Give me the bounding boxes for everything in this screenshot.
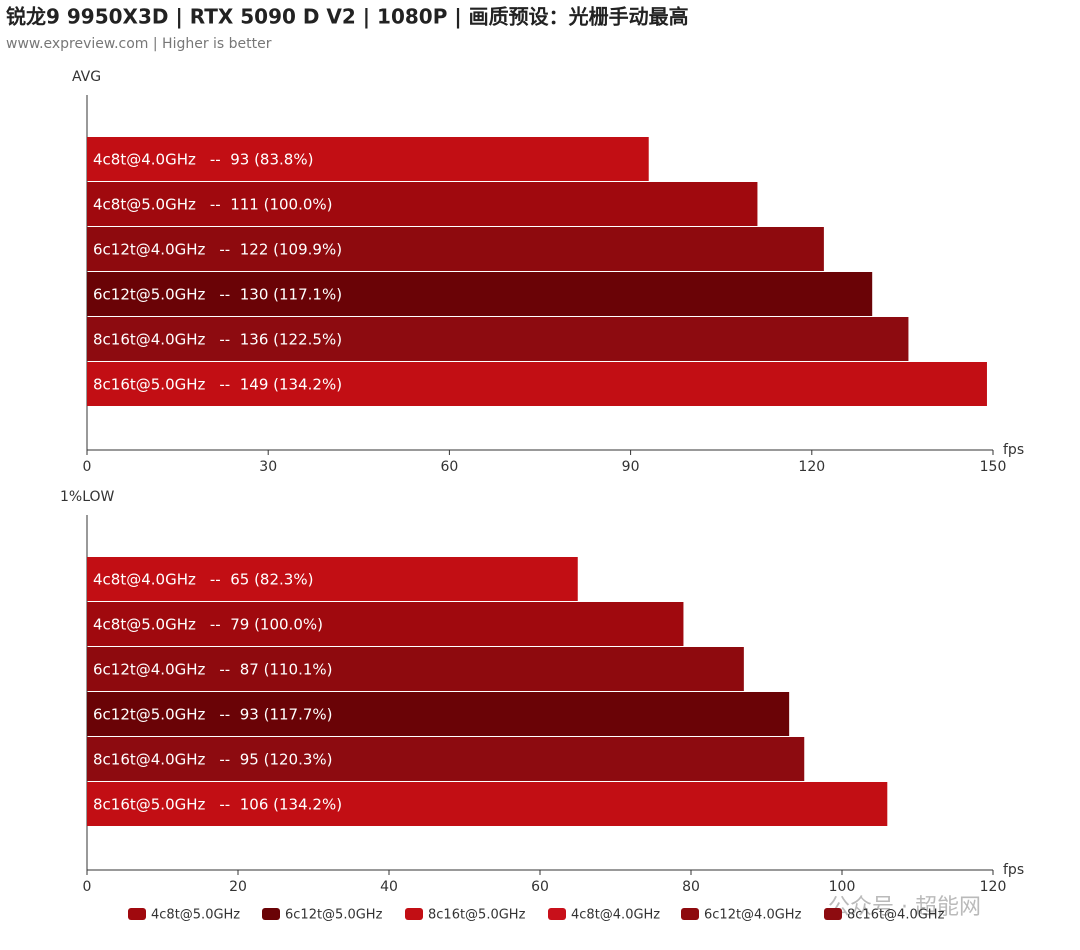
value-label: -- 149 (134.2%)	[219, 375, 342, 393]
legend-swatch	[405, 908, 423, 920]
category-label: 4c8t@4.0GHz	[93, 570, 196, 588]
y-axis-label: AVG	[72, 69, 101, 85]
x-tick-label: 0	[83, 879, 92, 895]
bar	[87, 227, 824, 271]
value-label: -- 93 (117.7%)	[219, 705, 332, 723]
bar	[87, 362, 987, 406]
category-label: 6c12t@5.0GHz	[93, 285, 206, 303]
x-axis-label: fps	[1003, 442, 1024, 458]
bar	[87, 182, 758, 226]
category-label: 4c8t@5.0GHz	[93, 195, 196, 213]
bar	[87, 737, 805, 781]
bar-label: 4c8t@5.0GHz -- 79 (100.0%)	[93, 615, 323, 633]
legend-label: 4c8t@5.0GHz	[151, 908, 240, 923]
value-label: -- 79 (100.0%)	[210, 615, 323, 633]
x-tick-label: 120	[798, 459, 825, 475]
legend-label: 8c16t@5.0GHz	[428, 908, 526, 923]
value-label: -- 95 (120.3%)	[219, 750, 332, 768]
value-label: -- 87 (110.1%)	[219, 660, 332, 678]
bar-label: 6c12t@5.0GHz -- 93 (117.7%)	[93, 705, 333, 723]
category-label: 8c16t@5.0GHz	[93, 795, 206, 813]
value-label: -- 93 (83.8%)	[210, 150, 314, 168]
watermark: 公众号 · 超能网	[828, 895, 981, 920]
value-label: -- 65 (82.3%)	[210, 570, 314, 588]
bar-label: 6c12t@4.0GHz -- 122 (109.9%)	[93, 240, 342, 258]
bar-label: 4c8t@4.0GHz -- 65 (82.3%)	[93, 570, 313, 588]
bar	[87, 317, 909, 361]
category-label: 6c12t@4.0GHz	[93, 660, 206, 678]
bar-label: 6c12t@5.0GHz -- 130 (117.1%)	[93, 285, 342, 303]
category-label: 8c16t@4.0GHz	[93, 750, 206, 768]
value-label: -- 122 (109.9%)	[219, 240, 342, 258]
bar	[87, 272, 873, 316]
page-title: 锐龙9 9950X3D | RTX 5090 D V2 | 1080P | 画质…	[6, 5, 689, 29]
legend-swatch	[262, 908, 280, 920]
category-label: 4c8t@5.0GHz	[93, 615, 196, 633]
legend-swatch	[681, 908, 699, 920]
x-tick-label: 100	[829, 879, 856, 895]
bar-label: 4c8t@4.0GHz -- 93 (83.8%)	[93, 150, 313, 168]
legend-label: 4c8t@4.0GHz	[571, 908, 660, 923]
value-label: -- 106 (134.2%)	[219, 795, 342, 813]
bar-label: 6c12t@4.0GHz -- 87 (110.1%)	[93, 660, 333, 678]
category-label: 4c8t@4.0GHz	[93, 150, 196, 168]
x-tick-label: 150	[980, 459, 1007, 475]
legend-swatch	[824, 908, 842, 920]
legend-label: 8c16t@4.0GHz	[847, 908, 945, 923]
value-label: -- 130 (117.1%)	[219, 285, 342, 303]
bar-label: 8c16t@4.0GHz -- 136 (122.5%)	[93, 330, 342, 348]
bar	[87, 647, 744, 691]
value-label: -- 111 (100.0%)	[210, 195, 333, 213]
legend-swatch	[128, 908, 146, 920]
bar-label: 8c16t@4.0GHz -- 95 (120.3%)	[93, 750, 333, 768]
value-label: -- 136 (122.5%)	[219, 330, 342, 348]
bar	[87, 137, 649, 181]
legend-swatch	[548, 908, 566, 920]
x-tick-label: 60	[440, 459, 458, 475]
x-tick-label: 30	[259, 459, 277, 475]
bar	[87, 557, 578, 601]
x-tick-label: 20	[229, 879, 247, 895]
y-axis-label: 1%LOW	[60, 489, 115, 505]
x-axis-label: fps	[1003, 862, 1024, 878]
category-label: 6c12t@5.0GHz	[93, 705, 206, 723]
category-label: 8c16t@5.0GHz	[93, 375, 206, 393]
x-tick-label: 60	[531, 879, 549, 895]
x-tick-label: 80	[682, 879, 700, 895]
bar-label: 8c16t@5.0GHz -- 106 (134.2%)	[93, 795, 342, 813]
x-tick-label: 120	[980, 879, 1007, 895]
legend-label: 6c12t@5.0GHz	[285, 908, 383, 923]
category-label: 8c16t@4.0GHz	[93, 330, 206, 348]
legend-label: 6c12t@4.0GHz	[704, 908, 802, 923]
category-label: 6c12t@4.0GHz	[93, 240, 206, 258]
bar	[87, 602, 684, 646]
bar	[87, 782, 888, 826]
x-tick-label: 40	[380, 879, 398, 895]
bar-label: 4c8t@5.0GHz -- 111 (100.0%)	[93, 195, 333, 213]
bar	[87, 692, 790, 736]
page-subtitle: www.expreview.com | Higher is better	[6, 36, 272, 52]
x-tick-label: 0	[83, 459, 92, 475]
x-tick-label: 90	[622, 459, 640, 475]
bar-label: 8c16t@5.0GHz -- 149 (134.2%)	[93, 375, 342, 393]
